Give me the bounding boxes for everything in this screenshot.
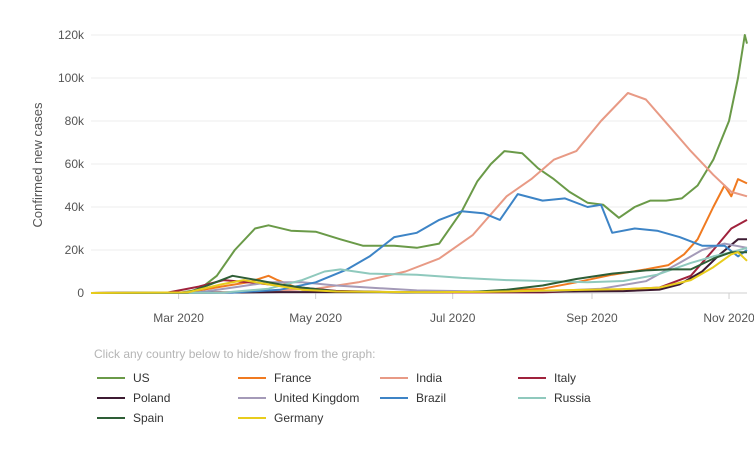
series-line-poland bbox=[90, 238, 747, 294]
x-tick-label: Jul 2020 bbox=[430, 311, 476, 325]
x-tick-label: Sep 2020 bbox=[566, 311, 618, 325]
legend-swatch bbox=[380, 377, 408, 379]
legend-label: US bbox=[133, 371, 150, 385]
legend-label: United Kingdom bbox=[274, 391, 360, 405]
series-lines bbox=[90, 34, 748, 294]
legend-item-spain[interactable]: Spain bbox=[97, 410, 164, 426]
y-tick-label: 80k bbox=[65, 114, 85, 128]
series-line-germany bbox=[90, 251, 748, 294]
legend-hint: Click any country below to hide/show fro… bbox=[94, 347, 376, 361]
x-tick-label: Nov 2020 bbox=[703, 311, 754, 325]
legend-item-brazil[interactable]: Brazil bbox=[380, 390, 446, 406]
x-axis: Mar 2020 May 2020 Jul 2020 Sep 2020 Nov 2020 bbox=[153, 293, 754, 325]
y-tick-label: 120k bbox=[58, 28, 85, 42]
legend-item-russia[interactable]: Russia bbox=[518, 390, 591, 406]
y-axis-title: Confirmed new cases bbox=[30, 102, 45, 227]
y-tick-label: 0 bbox=[77, 286, 84, 300]
line-chart: 0 20k 40k 60k 80k 100k 120k Mar 2020 May 2020 Ju… bbox=[30, 28, 754, 325]
legend-label: Poland bbox=[133, 391, 171, 405]
legend-swatch bbox=[380, 397, 408, 399]
legend-label: France bbox=[274, 371, 312, 385]
legend-swatch bbox=[238, 397, 266, 399]
gridlines bbox=[91, 34, 747, 294]
series-line-france bbox=[90, 178, 748, 294]
legend-item-poland[interactable]: Poland bbox=[97, 390, 170, 406]
series-line-united-kingdom bbox=[90, 242, 748, 294]
y-tick-label: 40k bbox=[65, 200, 85, 214]
legend-label: Russia bbox=[554, 391, 591, 405]
y-axis: 0 20k 40k 60k 80k 100k 120k bbox=[58, 28, 85, 300]
legend-swatch bbox=[518, 377, 546, 379]
legend-label: Brazil bbox=[416, 391, 447, 405]
legend-label: Italy bbox=[554, 371, 577, 385]
legend-item-united-kingdom[interactable]: United Kingdom bbox=[238, 390, 359, 406]
legend-item-france[interactable]: France bbox=[238, 370, 311, 386]
legend-label: India bbox=[416, 371, 443, 385]
series-line-spain bbox=[90, 251, 747, 294]
legend-item-india[interactable]: India bbox=[380, 370, 442, 386]
legend-swatch bbox=[238, 377, 266, 379]
legend-swatch bbox=[97, 397, 125, 399]
legend-swatch bbox=[238, 417, 266, 419]
legend-label: Germany bbox=[274, 411, 324, 425]
legend-item-germany[interactable]: Germany bbox=[238, 410, 323, 426]
series-line-russia bbox=[90, 246, 748, 294]
legend-label: Spain bbox=[133, 411, 164, 425]
legend-swatch bbox=[518, 397, 546, 399]
series-line-india bbox=[90, 92, 748, 294]
legend-swatch bbox=[97, 417, 125, 419]
legend-item-us[interactable]: US bbox=[97, 370, 150, 386]
series-line-us bbox=[90, 34, 748, 294]
y-tick-label: 20k bbox=[65, 243, 85, 257]
x-tick-label: May 2020 bbox=[289, 311, 342, 325]
y-tick-label: 60k bbox=[65, 157, 85, 171]
x-tick-label: Mar 2020 bbox=[153, 311, 204, 325]
series-line-brazil bbox=[90, 193, 748, 294]
legend-swatch bbox=[97, 377, 125, 379]
legend-item-italy[interactable]: Italy bbox=[518, 370, 576, 386]
y-tick-label: 100k bbox=[58, 71, 85, 85]
